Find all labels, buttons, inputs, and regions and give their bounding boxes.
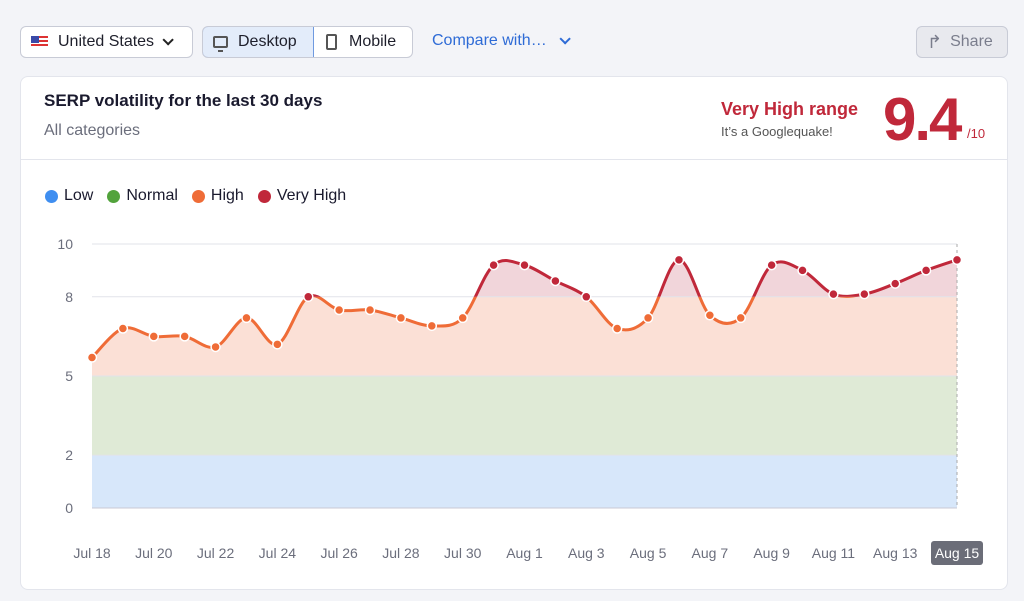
data-point xyxy=(272,339,283,350)
data-point xyxy=(766,259,777,271)
area-very-high xyxy=(308,259,957,297)
data-point xyxy=(642,312,654,324)
range-label: Very High range xyxy=(721,99,859,119)
y-tick-label: 2 xyxy=(65,447,73,463)
y-tick-label: 8 xyxy=(65,289,73,305)
band-low xyxy=(92,455,957,508)
data-point xyxy=(951,254,963,266)
x-tick-label: Aug 7 xyxy=(692,545,729,561)
data-point xyxy=(333,304,345,316)
legend-item-high[interactable]: High xyxy=(191,187,244,205)
x-tick-label: Aug 9 xyxy=(753,545,790,561)
series-line-high xyxy=(90,296,858,359)
compare-label: Compare with… xyxy=(432,32,547,49)
data-point xyxy=(673,254,685,266)
legend-item-very-high[interactable]: Very High xyxy=(257,187,347,205)
country-select[interactable]: United States xyxy=(20,26,193,58)
x-tick-label: Jul 28 xyxy=(382,545,420,561)
desktop-label: Desktop xyxy=(238,33,297,50)
share-label: Share xyxy=(950,33,993,50)
mobile-button[interactable]: Mobile xyxy=(314,27,396,57)
x-tick-label: Aug 11 xyxy=(812,545,856,561)
y-tick-label: 10 xyxy=(57,236,73,252)
data-point xyxy=(611,323,623,334)
device-toggle: Desktop Mobile xyxy=(202,26,413,58)
legend-item-low[interactable]: Low xyxy=(45,187,93,205)
x-tick-label: Jul 30 xyxy=(444,545,482,561)
legend-label: High xyxy=(210,187,244,204)
compare-with-dropdown[interactable]: Compare with… xyxy=(432,32,571,50)
legend-dot-icon xyxy=(257,189,271,203)
data-point xyxy=(550,275,561,287)
data-point xyxy=(117,323,129,334)
data-point xyxy=(395,312,407,324)
x-tick-label: Aug 3 xyxy=(568,545,605,561)
x-tick-label: Jul 26 xyxy=(320,545,358,561)
data-point xyxy=(86,352,98,363)
legend-dot-icon xyxy=(107,189,121,203)
share-icon: ↱ xyxy=(927,31,943,52)
band-normal xyxy=(92,376,957,456)
x-tick-label: Jul 20 xyxy=(135,545,173,561)
data-point xyxy=(457,312,468,324)
data-point xyxy=(704,310,716,321)
data-point xyxy=(364,304,376,316)
data-point xyxy=(148,331,160,342)
x-tick-label: Aug 15 xyxy=(935,545,980,561)
x-tick-highlight xyxy=(931,541,983,565)
x-tick-label: Aug 1 xyxy=(506,545,543,561)
legend-item-normal[interactable]: Normal xyxy=(107,187,178,205)
desktop-button[interactable]: Desktop xyxy=(203,27,314,57)
legend-label: Low xyxy=(64,187,94,204)
legend-label: Normal xyxy=(126,187,178,204)
data-point xyxy=(920,265,932,276)
legend-dot-icon xyxy=(191,189,205,203)
data-point xyxy=(797,265,808,276)
x-tick-label: Aug 13 xyxy=(873,545,918,561)
range-note: It’s a Googlequake! xyxy=(721,124,833,139)
legend-dot-icon xyxy=(45,189,58,203)
share-button[interactable]: ↱ Share xyxy=(916,26,1008,58)
category-label[interactable]: All categories xyxy=(44,122,141,139)
x-tick-label: Jul 18 xyxy=(73,545,111,561)
data-point xyxy=(889,278,901,289)
area-high xyxy=(92,296,957,376)
x-tick-label: Jul 24 xyxy=(259,545,297,561)
data-point xyxy=(581,291,592,303)
data-point xyxy=(488,259,499,271)
mobile-label: Mobile xyxy=(349,33,397,50)
x-tick-label: Jul 22 xyxy=(197,545,235,561)
data-point xyxy=(241,312,252,324)
legend: Low Normal High Very High xyxy=(45,187,346,205)
card-title: SERP volatility for the last 30 days xyxy=(44,91,323,110)
divider xyxy=(21,159,1007,160)
phone-icon xyxy=(326,34,337,50)
y-tick-label: 5 xyxy=(65,368,73,384)
country-label: United States xyxy=(58,33,155,50)
volatility-score: 9.4 xyxy=(883,86,962,153)
legend-label: Very High xyxy=(276,187,347,204)
data-point xyxy=(179,331,190,342)
data-point xyxy=(519,259,530,271)
x-tick-label: Aug 5 xyxy=(630,545,667,561)
y-tick-label: 0 xyxy=(65,500,73,516)
data-point xyxy=(828,288,839,300)
data-point xyxy=(210,341,221,353)
volatility-card: SERP volatility for the last 30 days All… xyxy=(20,76,1008,590)
data-point xyxy=(303,291,314,303)
monitor-icon xyxy=(213,36,228,52)
data-point xyxy=(426,320,438,332)
data-point xyxy=(735,312,746,324)
us-flag-icon xyxy=(31,36,48,48)
score-max: /10 xyxy=(967,126,986,141)
data-point xyxy=(859,288,870,300)
